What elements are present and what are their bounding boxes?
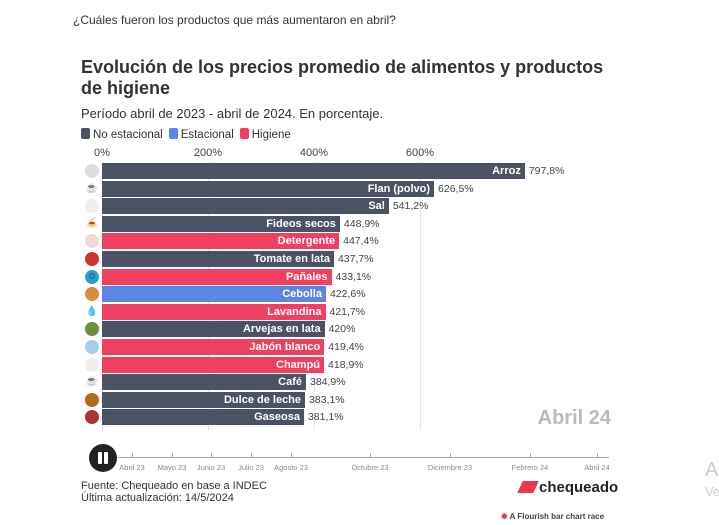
bar[interactable]: Arvejas en lata (102, 321, 325, 338)
timeline-tick (597, 453, 598, 457)
soap-icon (85, 340, 99, 354)
canned-peas-icon (85, 322, 99, 337)
legend-swatch (168, 128, 178, 139)
chequeado-logo[interactable]: chequeado (517, 479, 619, 496)
x-tick-label: 200% (193, 147, 223, 159)
pause-button[interactable] (89, 444, 117, 472)
flourish-credit[interactable]: ✹ A Flourish bar chart race (501, 512, 604, 521)
bar[interactable]: Pañales (102, 268, 332, 285)
bar[interactable]: Lavandina (102, 303, 326, 320)
updated-text: Última actualización: 14/5/2024 (81, 492, 234, 504)
timeline-label: Abril 24 (584, 463, 610, 472)
legend-swatch (239, 128, 249, 139)
legend-label: Higiene (251, 129, 291, 141)
salt-icon (85, 199, 99, 214)
bar[interactable]: Jabón blanco (102, 339, 325, 355)
question-text: ¿Cuáles fueron los productos que más aum… (73, 13, 396, 27)
source-text: Fuente: Chequeado en base a INDEC (81, 480, 267, 492)
gridline (420, 162, 421, 430)
bleach-icon: 💧 (85, 304, 99, 319)
timeline-tick (370, 453, 371, 457)
timeline-label: Junio 23 (196, 463, 226, 472)
logo-mark-icon (517, 481, 539, 493)
timeline-label: Febrero 24 (511, 463, 549, 472)
timeline-label: Octubre 23 (351, 463, 389, 472)
flan-icon: ☕ (85, 181, 99, 196)
bar-value-label: 381,1% (307, 411, 344, 424)
rice-icon (85, 164, 99, 178)
flourish-icon: ✹ (501, 512, 508, 521)
flourish-text: A Flourish bar chart race (509, 512, 605, 521)
legend-item[interactable]: No estacional (81, 128, 163, 141)
side-text: A (705, 459, 719, 481)
timeline-tick (251, 453, 252, 457)
bar[interactable]: Fideos secos (102, 215, 340, 232)
logo-text: chequeado (539, 479, 619, 496)
bar-value-label: 541,2% (392, 200, 429, 213)
x-tick-label: 400% (299, 147, 329, 159)
legend-label: No estacional (93, 129, 163, 141)
bar-value-label: 419,4% (328, 341, 364, 353)
onion-icon (85, 287, 99, 302)
timeline-label: Diciembre 23 (427, 463, 473, 472)
bar[interactable]: Cebolla (102, 286, 326, 303)
bar[interactable]: Gaseosa (102, 409, 304, 426)
bar-value-label: 420% (328, 323, 356, 336)
bar[interactable]: Flan (polvo) (102, 180, 435, 197)
timeline-tick (291, 453, 292, 457)
bar-value-label: 626,5% (438, 182, 474, 195)
bar[interactable]: Champú (102, 356, 325, 373)
x-tick-label: 600% (405, 147, 435, 159)
current-date-label: Abril 24 (537, 407, 611, 429)
bar-value-label: 422,6% (329, 288, 366, 301)
timeline-label: Julio 23 (238, 463, 264, 472)
chart-subtitle: Período abril de 2023 - abril de 2024. E… (81, 106, 384, 121)
bar[interactable]: Sal (102, 198, 389, 215)
detergent-icon (85, 234, 99, 249)
bar-value-label: 384,9% (309, 376, 346, 389)
coffee-icon: ☕ (85, 375, 99, 390)
timeline-label: Agosto 23 (274, 463, 308, 472)
legend-swatch (81, 128, 90, 139)
shampoo-icon (85, 357, 99, 372)
bar[interactable]: Arroz (102, 163, 525, 179)
bar-value-label: 447,4% (343, 235, 379, 248)
chart-title: Evolución de los precios promedio de ali… (81, 57, 604, 98)
timeline-label: Abril 23 (119, 463, 145, 472)
bar-value-label: 797,8% (528, 165, 565, 177)
side-text: Ve (705, 484, 719, 499)
bar-value-label: 433,1% (335, 270, 372, 283)
timeline-tick (530, 453, 531, 457)
dulce-de-leche-icon (85, 392, 99, 407)
timeline-label: Mayo 23 (157, 463, 187, 472)
soda-icon (85, 410, 99, 425)
bar-value-label: 448,9% (343, 217, 380, 230)
timeline-tick (132, 453, 133, 457)
timeline-slider[interactable] (118, 457, 609, 458)
x-tick-label: 0% (94, 147, 110, 159)
footer-notes: Fuente: Chequeado en base a INDEC Última… (81, 480, 267, 504)
timeline-tick (450, 453, 451, 457)
bar[interactable]: Dulce de leche (102, 391, 306, 408)
legend-item[interactable]: Higiene (239, 128, 291, 141)
bar[interactable]: Detergente (102, 233, 340, 250)
legend-label: Estacional (180, 129, 234, 141)
bar-value-label: 383,1% (309, 393, 345, 406)
bar-value-label: 421,7% (329, 305, 366, 318)
bar[interactable]: Café (102, 374, 306, 391)
timeline-tick (172, 453, 173, 457)
pasta-icon: 🍝 (85, 216, 99, 231)
canned-tomato-icon (85, 252, 99, 266)
legend: No estacional Estacional Higiene (81, 128, 291, 141)
legend-item[interactable]: Estacional (168, 128, 234, 141)
bar[interactable]: Tomate en lata (102, 251, 334, 267)
timeline-tick (211, 453, 212, 457)
bar-value-label: 437,7% (337, 253, 374, 265)
bar-value-label: 418,9% (328, 358, 364, 371)
diaper-icon: ☺ (85, 269, 99, 284)
